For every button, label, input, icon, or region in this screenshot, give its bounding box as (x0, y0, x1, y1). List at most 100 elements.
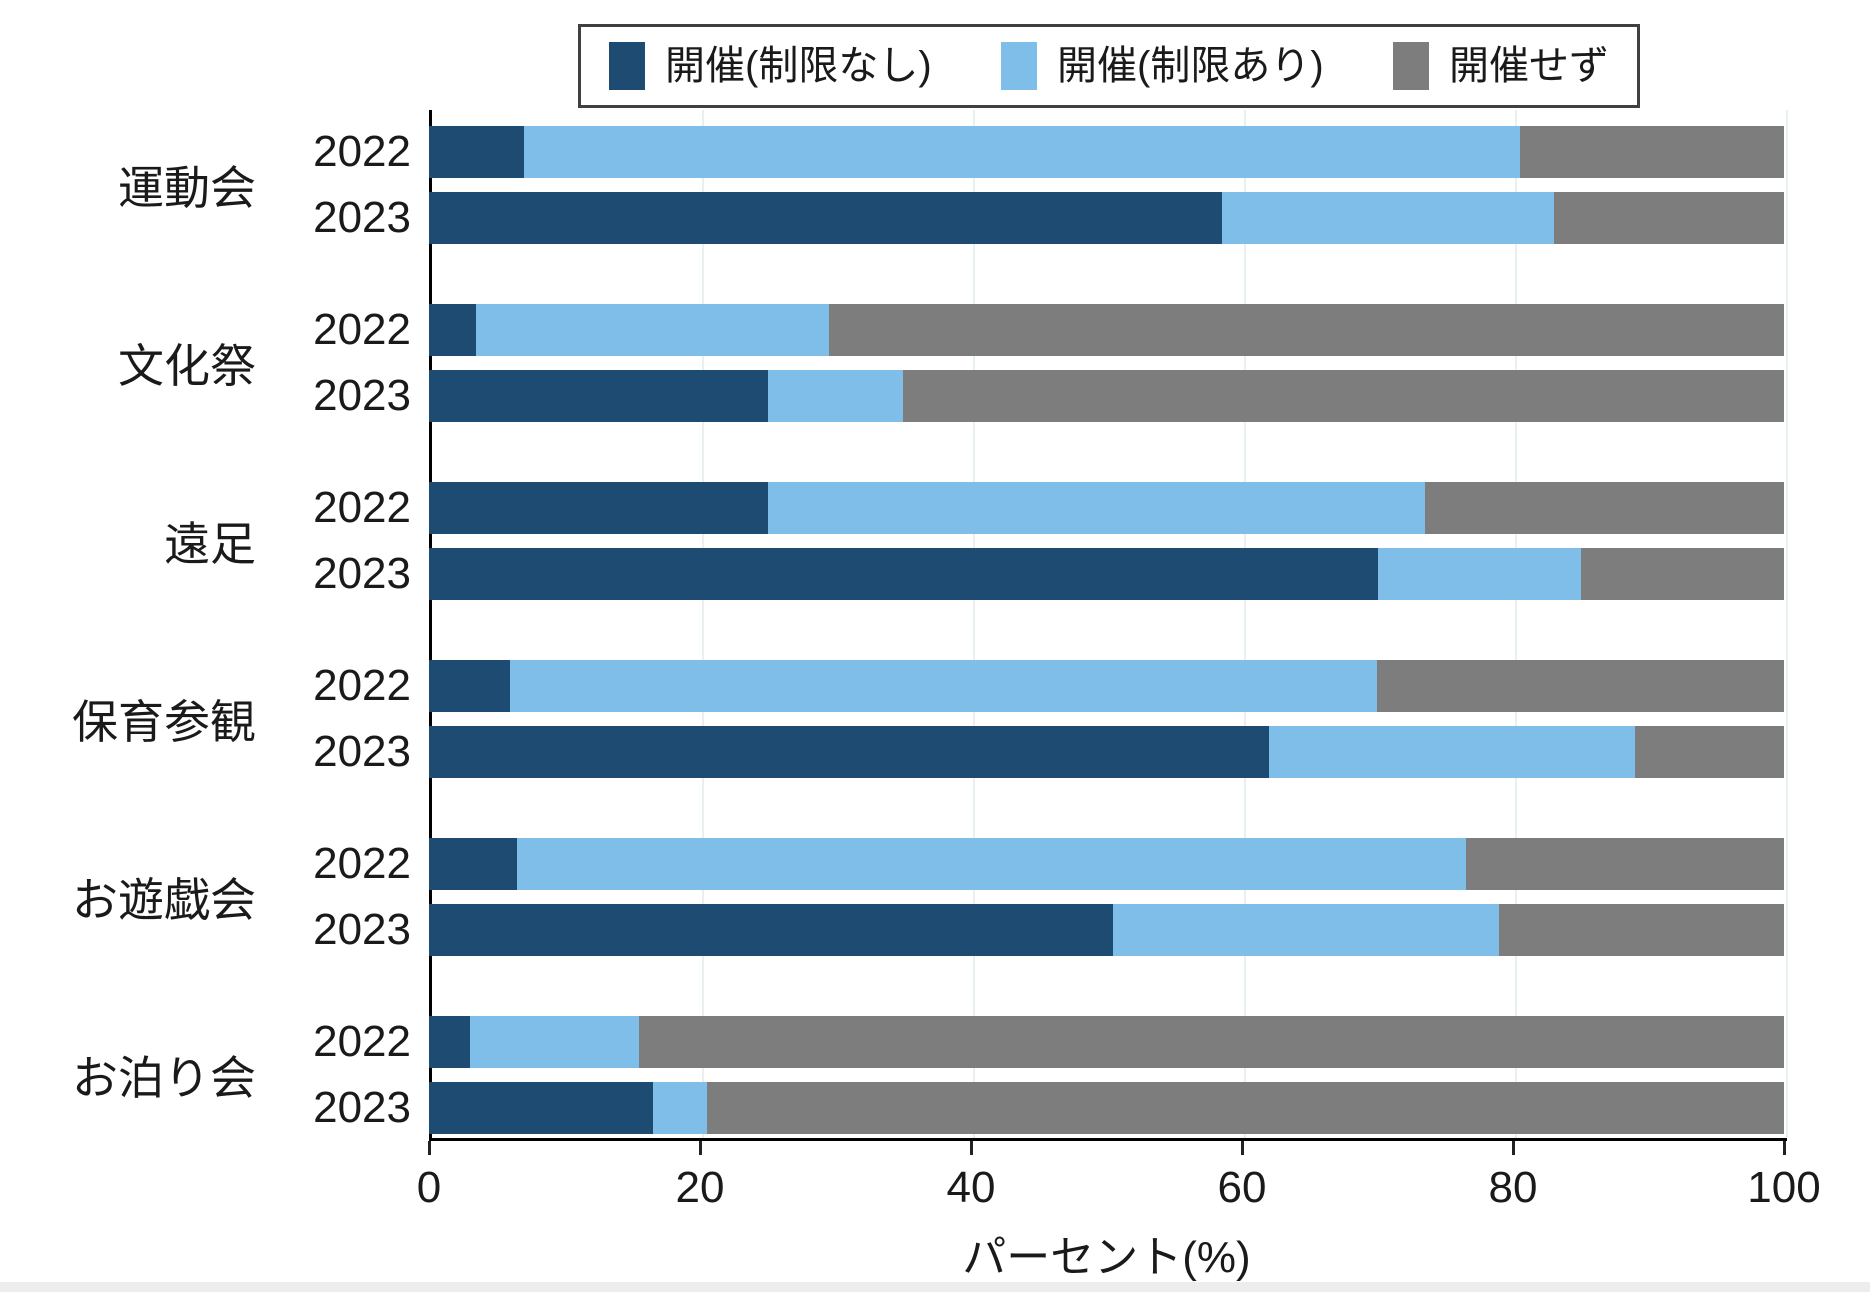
category-label: お遊戯会 (72, 874, 256, 926)
bar-row-2023: 2023 (260, 1082, 1784, 1134)
category-group-4: お遊戯会 2022 2023 (0, 838, 1784, 956)
bar-row-2023: 2023 (260, 192, 1784, 244)
bar-track (429, 482, 1784, 534)
bar-segment-held-no-restrictions (429, 126, 524, 178)
bar-row-2023: 2023 (260, 904, 1784, 956)
x-tick-label-20: 20 (675, 1163, 725, 1212)
category-group-rows: 2022 2023 (260, 660, 1784, 778)
x-tick-40 (970, 1141, 973, 1155)
year-label: 2023 (313, 371, 411, 420)
bar-segment-held-no-restrictions (429, 838, 518, 890)
plot-area (429, 110, 1788, 1141)
category-group-rows: 2022 2023 (260, 126, 1784, 244)
year-label: 2022 (313, 661, 411, 710)
bar-segment-not-held (1519, 126, 1784, 178)
legend-swatch-not-held (1393, 42, 1429, 90)
bar-segment-not-held (1465, 838, 1784, 890)
x-tick-label-0: 0 (416, 1163, 442, 1212)
bar-segment-not-held (1634, 726, 1784, 778)
bar-segment-held-with-restrictions (1269, 726, 1635, 778)
category-label: 文化祭 (118, 340, 256, 392)
x-axis-title: パーセント(%) (962, 1233, 1251, 1282)
bar-row-2022: 2022 (260, 126, 1784, 178)
bar-segment-held-with-restrictions (469, 1016, 640, 1068)
bar-segment-not-held (1424, 482, 1784, 534)
bar-row-2023: 2023 (260, 548, 1784, 600)
bar-segment-held-with-restrictions (652, 1082, 707, 1134)
category-group-rows: 2022 2023 (260, 482, 1784, 600)
legend-swatch-held-with-restrictions (1001, 42, 1037, 90)
bar-segment-held-no-restrictions (429, 660, 511, 712)
bar-segment-held-with-restrictions (1377, 548, 1581, 600)
legend-label: 開催(制限あり) (1057, 44, 1324, 88)
year-label: 2023 (313, 549, 411, 598)
bar-row-2023: 2023 (260, 726, 1784, 778)
bar-row-2022: 2022 (260, 482, 1784, 534)
bar-row-2023: 2023 (260, 370, 1784, 422)
bar-segment-not-held (706, 1082, 1784, 1134)
chart-legend: 開催(制限なし) 開催(制限あり) 開催せず (578, 24, 1640, 108)
year-label: 2023 (313, 905, 411, 954)
bar-track (429, 660, 1784, 712)
bar-segment-held-with-restrictions (1221, 192, 1554, 244)
bar-track (429, 304, 1784, 356)
bar-segment-held-with-restrictions (517, 838, 1466, 890)
category-group-0: 運動会 2022 2023 (0, 126, 1784, 244)
x-tick-0 (428, 1141, 431, 1155)
bar-segment-not-held (1580, 548, 1784, 600)
bar-segment-held-no-restrictions (429, 1082, 653, 1134)
x-tick-100 (1783, 1141, 1786, 1155)
year-label: 2023 (313, 727, 411, 776)
bar-segment-not-held (828, 304, 1784, 356)
bar-segment-held-no-restrictions (429, 482, 768, 534)
bar-row-2022: 2022 (260, 1016, 1784, 1068)
category-label: 遠足 (164, 518, 256, 570)
gridline-80 (1515, 110, 1517, 1138)
bar-track (429, 1082, 1784, 1134)
bar-segment-held-with-restrictions (767, 482, 1425, 534)
legend-item-held-no-restrictions: 開催(制限なし) (609, 42, 932, 90)
bar-track (429, 126, 1784, 178)
bar-segment-held-no-restrictions (429, 192, 1222, 244)
year-label: 2022 (313, 127, 411, 176)
bar-rows: 運動会 2022 2023 文化祭 2022 2023 遠足 2022 2023 保育参観 2022… (0, 110, 1784, 1138)
bar-track (429, 192, 1784, 244)
category-group-rows: 2022 2023 (260, 304, 1784, 422)
x-tick-80 (1512, 1141, 1515, 1155)
x-axis: パーセント(%) 0 20 40 60 80 100 (417, 1141, 1821, 1282)
bar-segment-held-with-restrictions (767, 370, 904, 422)
bar-segment-held-no-restrictions (429, 904, 1114, 956)
bar-segment-not-held (1499, 904, 1784, 956)
window-bottom-strip (0, 1282, 1870, 1292)
bar-track (429, 904, 1784, 956)
bar-segment-held-no-restrictions (429, 304, 477, 356)
bar-segment-not-held (903, 370, 1784, 422)
year-label: 2023 (313, 193, 411, 242)
bar-track (429, 726, 1784, 778)
year-label: 2022 (313, 305, 411, 354)
bar-track (429, 370, 1784, 422)
bar-segment-held-with-restrictions (510, 660, 1378, 712)
x-tick-20 (699, 1141, 702, 1155)
category-group-3: 保育参観 2022 2023 (0, 660, 1784, 778)
year-label: 2022 (313, 483, 411, 532)
bar-track (429, 548, 1784, 600)
bar-track (429, 838, 1784, 890)
legend-label: 開催(制限なし) (665, 44, 932, 88)
category-label: 運動会 (118, 162, 256, 214)
legend-item-not-held: 開催せず (1393, 42, 1609, 90)
category-group-2: 遠足 2022 2023 (0, 482, 1784, 600)
bar-segment-held-no-restrictions (429, 548, 1378, 600)
year-label: 2022 (313, 839, 411, 888)
category-group-5: お泊り会 2022 2023 (0, 1016, 1784, 1134)
gridline-60 (1244, 110, 1246, 1138)
bar-segment-not-held (1377, 660, 1784, 712)
gridline-100 (1786, 110, 1788, 1138)
category-group-rows: 2022 2023 (260, 1016, 1784, 1134)
bar-segment-not-held (1553, 192, 1784, 244)
bar-segment-held-no-restrictions (429, 370, 768, 422)
bar-row-2022: 2022 (260, 838, 1784, 890)
gridline-20 (702, 110, 704, 1138)
category-group-1: 文化祭 2022 2023 (0, 304, 1784, 422)
